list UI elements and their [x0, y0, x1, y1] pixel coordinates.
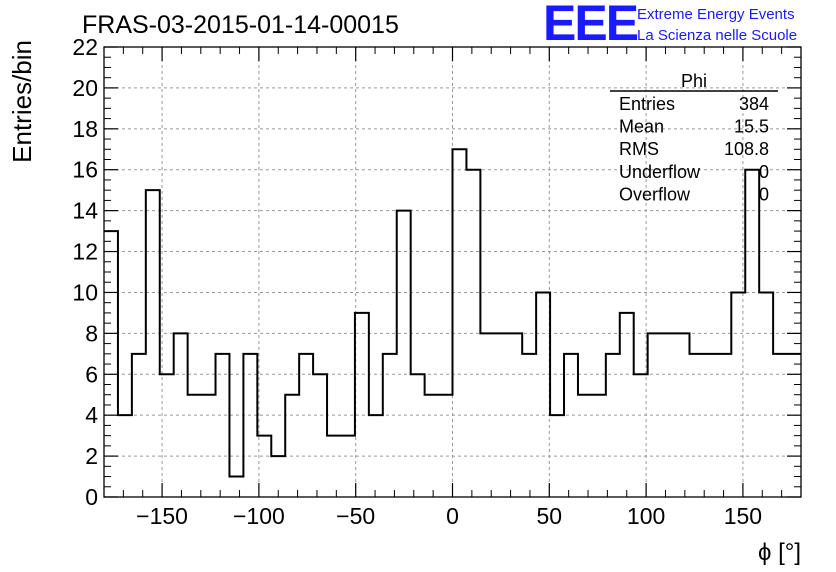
y-tick-label: 10 — [72, 279, 98, 305]
histogram-bin — [689, 354, 703, 497]
stats-row-label: Mean — [619, 117, 664, 137]
plot-frame — [103, 46, 802, 498]
x-tick-label: 0 — [446, 503, 459, 529]
y-tick-label: 0 — [85, 484, 98, 510]
histogram-bin — [703, 354, 717, 497]
y-tick-label: 18 — [72, 116, 98, 142]
y-tick-label: 8 — [85, 320, 98, 346]
y-tick-label: 20 — [72, 75, 98, 101]
histogram-bin — [425, 395, 439, 497]
histogram-bin — [299, 354, 313, 497]
stats-row-label: Underflow — [619, 162, 701, 182]
histogram-bin — [592, 395, 606, 497]
stats-row-value: 0 — [759, 162, 769, 182]
stats-row-label: Overflow — [619, 184, 691, 204]
histogram-bin — [717, 354, 731, 497]
y-tick-label: 2 — [85, 443, 98, 469]
histogram-bin — [285, 395, 299, 497]
histogram-bin — [174, 333, 188, 497]
histogram-bin — [160, 374, 174, 497]
stats-box: Phi Entries 384 Mean 15.5 RMS 108.8 Underflow 0… — [610, 71, 778, 204]
logo-line-2: La Scienza nelle Scuole — [637, 27, 797, 44]
logo-line-1: Extreme Energy Events — [637, 6, 795, 23]
y-tick-label: 12 — [72, 239, 98, 265]
histogram-bin — [188, 395, 202, 497]
x-tick-label: 100 — [627, 503, 665, 529]
stats-row-value: 384 — [739, 94, 769, 114]
histogram-bin — [773, 354, 787, 497]
histogram-bin — [397, 211, 411, 497]
x-tick-label: −50 — [336, 503, 375, 529]
histogram-bin — [439, 395, 453, 497]
histogram-bin — [411, 374, 425, 497]
histogram-outline — [104, 148, 801, 478]
x-axis-label: ϕ [°] — [758, 539, 801, 566]
histogram-bin — [327, 436, 341, 497]
histogram-bin — [453, 149, 467, 497]
stats-row-value: 0 — [759, 184, 769, 204]
histogram-bin — [341, 436, 355, 497]
histogram-bin — [759, 292, 773, 497]
y-tick-label: 6 — [85, 361, 98, 387]
histogram-bin — [522, 354, 536, 497]
stats-row-value: 15.5 — [734, 117, 769, 137]
stats-row-label: RMS — [619, 139, 659, 159]
histogram-bin — [564, 354, 578, 497]
y-axis-label: Entries/bin — [7, 40, 37, 163]
histogram-bin — [243, 354, 257, 497]
stats-row-label: Entries — [619, 94, 675, 114]
histogram-bin — [620, 313, 634, 497]
histogram-bin — [313, 374, 327, 497]
histogram-bin — [648, 333, 662, 497]
x-tick-label: −150 — [136, 503, 188, 529]
y-tick-label: 16 — [72, 157, 98, 183]
histogram-bin — [202, 395, 216, 497]
x-tick-label: −100 — [233, 503, 285, 529]
chart-title: FRAS-03-2015-01-14-00015 — [82, 11, 399, 39]
histogram-bin — [578, 395, 592, 497]
histogram-bin — [216, 354, 230, 497]
stats-row-value: 108.8 — [724, 139, 769, 159]
histogram-bin — [383, 354, 397, 497]
histogram-bin — [132, 354, 146, 497]
y-tick-label: 4 — [85, 402, 98, 428]
stats-title: Phi — [681, 71, 707, 91]
x-tick-label: 50 — [537, 503, 563, 529]
histogram-bin — [536, 292, 550, 497]
histogram-bin — [146, 190, 160, 497]
histogram-bin — [355, 313, 369, 497]
y-tick-label: 22 — [72, 34, 98, 60]
eee-logo-mark: EEE — [543, 0, 638, 51]
histogram-bin — [606, 354, 620, 497]
axis-tick-labels: −150 −100 −50 0 50 100 150 0 2 4 6 8 10 12 14 16 18 20 22 — [72, 34, 762, 529]
histogram-bin — [229, 477, 243, 497]
y-tick-label: 14 — [72, 198, 98, 224]
histogram-bin — [634, 374, 648, 497]
x-tick-label: 150 — [724, 503, 762, 529]
